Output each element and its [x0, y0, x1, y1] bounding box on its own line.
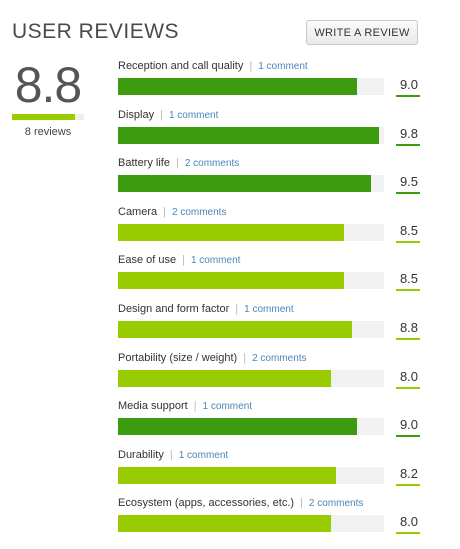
rating-value: 9.8: [399, 125, 419, 141]
rating-bar: [118, 369, 384, 387]
rating-bar: [118, 466, 384, 484]
rating-row-durability: Durability | 1 comment 8.2: [118, 445, 420, 494]
category-label: Design and form factor: [118, 302, 230, 315]
comments-link[interactable]: 1 comment: [178, 449, 229, 461]
category-label: Reception and call quality: [118, 60, 244, 72]
rating-row-ease-of-use: Ease of use | 1 comment 8.5: [118, 250, 420, 299]
comments-link[interactable]: 2 comments: [184, 158, 240, 170]
rating-value-underline: [396, 143, 420, 146]
rating-bar: [118, 126, 384, 144]
rating-value: 8.0: [399, 368, 419, 384]
rating-bar-fill: [118, 369, 331, 387]
rating-value-underline: [396, 483, 420, 486]
separator: |: [193, 400, 197, 413]
rating-bar: [118, 418, 384, 436]
rating-value: 8.0: [399, 514, 419, 530]
separator: |: [249, 60, 253, 72]
rating-bar-fill: [118, 320, 353, 338]
overall-score: 8.8: [14, 57, 83, 113]
rating-bar-fill: [118, 223, 345, 241]
separator: |: [243, 351, 247, 364]
separator: |: [169, 448, 173, 461]
rating-value-underline: [396, 386, 420, 389]
overall-score-bar-fill: [12, 114, 76, 120]
rating-row-media-support: Media support | 1 comment 9.0: [118, 396, 420, 445]
comments-link[interactable]: 2 comments: [171, 206, 227, 218]
rating-bar-fill: [118, 272, 345, 290]
rating-value-underline: [396, 435, 420, 438]
separator: |: [182, 254, 185, 267]
comments-link[interactable]: 1 comment: [168, 109, 219, 121]
page-title: USER REVIEWS: [12, 20, 180, 43]
category-label: Battery life: [118, 157, 170, 170]
rating-bar: [118, 272, 384, 290]
category-label: Ecosystem (apps, accessories, etc.): [118, 497, 295, 510]
rating-value: 8.5: [399, 222, 419, 238]
ratings-list: Reception and call quality | 1 comment 9.0…: [118, 56, 420, 542]
rating-bar: [118, 78, 384, 95]
comments-link[interactable]: 1 comment: [244, 303, 294, 315]
rating-value-underline: [396, 532, 420, 535]
rating-bar: [118, 515, 384, 533]
rating-value-underline: [396, 240, 420, 243]
separator: |: [175, 157, 179, 170]
rating-bar: [118, 223, 384, 241]
rating-row-portability: Portability (size / weight) | 2 comments 8…: [118, 348, 420, 397]
review-count: 8 reviews: [24, 126, 72, 138]
separator: |: [160, 108, 163, 121]
rating-value-underline: [396, 95, 420, 97]
category-label: Durability: [118, 448, 164, 461]
rating-value: 8.5: [399, 271, 419, 287]
comments-link[interactable]: 2 comments: [308, 498, 364, 510]
write-review-button[interactable]: WRITE A REVIEW: [306, 20, 418, 45]
rating-row-display: Display | 1 comment 9.8: [118, 105, 420, 154]
comments-link[interactable]: 1 comment: [258, 61, 308, 72]
separator: |: [235, 302, 239, 315]
rating-value: 9.0: [399, 417, 419, 433]
rating-value: 8.8: [399, 319, 419, 335]
category-label: Camera: [118, 205, 158, 218]
rating-row-camera: Camera | 2 comments 8.5: [118, 202, 420, 251]
rating-bar: [118, 175, 384, 193]
separator: |: [163, 205, 166, 218]
category-label: Ease of use: [118, 254, 177, 267]
rating-bar-fill: [118, 126, 379, 144]
rating-bar-fill: [118, 418, 358, 436]
rating-bar-fill: [118, 466, 337, 484]
rating-row-reception: Reception and call quality | 1 comment 9.0: [118, 56, 420, 105]
rating-bar-fill: [118, 175, 371, 193]
category-label: Portability (size / weight): [118, 351, 238, 364]
comments-link[interactable]: 1 comment: [190, 255, 241, 267]
rating-row-ecosystem: Ecosystem (apps, accessories, etc.) | 2 co…: [118, 493, 420, 542]
category-label: Display: [118, 108, 155, 121]
rating-value: 8.2: [399, 465, 419, 481]
rating-row-design: Design and form factor | 1 comment 8.8: [118, 299, 420, 348]
rating-bar-fill: [118, 515, 331, 533]
rating-value: 9.5: [399, 174, 419, 190]
rating-bar-fill: [118, 78, 358, 95]
rating-row-battery: Battery life | 2 comments 9.5: [118, 153, 420, 202]
comments-link[interactable]: 2 comments: [252, 352, 307, 364]
rating-bar: [118, 320, 384, 338]
rating-value-underline: [396, 192, 420, 195]
separator: |: [300, 497, 303, 510]
overall-score-bar: [12, 114, 84, 120]
rating-value: 9.0: [399, 77, 419, 92]
rating-value-underline: [396, 337, 420, 340]
rating-value-underline: [396, 289, 420, 292]
category-label: Media support: [118, 400, 188, 413]
comments-link[interactable]: 1 comment: [202, 401, 253, 413]
